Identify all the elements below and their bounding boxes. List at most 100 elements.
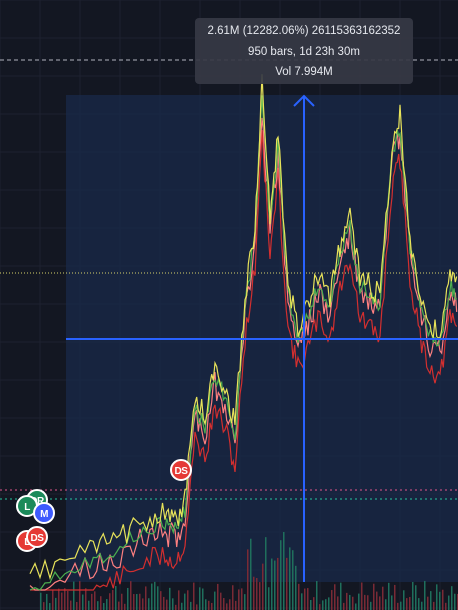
- volume-bar: [265, 537, 267, 610]
- volume-bar: [67, 590, 69, 610]
- volume-bar: [46, 593, 48, 610]
- volume-bar: [55, 597, 57, 610]
- volume-bar: [253, 576, 255, 610]
- volume-bar: [307, 588, 309, 610]
- volume-bar: [211, 602, 213, 610]
- volume-bar: [130, 581, 132, 610]
- volume-bar: [166, 599, 168, 610]
- volume-bar: [286, 557, 288, 610]
- volume-bar: [340, 582, 342, 610]
- volume-bar: [91, 593, 93, 610]
- volume-bar: [373, 583, 375, 610]
- volume-bar: [229, 599, 231, 610]
- volume-bar: [148, 598, 150, 610]
- volume-bar: [268, 587, 270, 610]
- volume-bar: [451, 586, 453, 610]
- volume-bar: [175, 604, 177, 610]
- volume-bar: [58, 588, 60, 610]
- volume-bar: [304, 588, 306, 610]
- volume-bar: [259, 582, 261, 610]
- volume-bar: [97, 601, 99, 610]
- volume-bar: [289, 547, 291, 610]
- volume-bar: [379, 596, 381, 610]
- volume-bar: [250, 538, 252, 610]
- volume-bar: [337, 596, 339, 610]
- volume-bar: [82, 594, 84, 610]
- volume-bar: [274, 560, 276, 610]
- volume-bar: [370, 601, 372, 610]
- volume-bar: [244, 594, 246, 610]
- volume-bar: [256, 578, 258, 610]
- volume-bar: [184, 593, 186, 610]
- price-series: [29, 74, 458, 591]
- volume-bar: [295, 565, 297, 610]
- volume-bar: [214, 591, 216, 610]
- volume-bar: [409, 596, 411, 610]
- volume-bar: [382, 586, 384, 610]
- volume-bar: [226, 603, 228, 610]
- volume-bar: [70, 600, 72, 610]
- volume-bar: [232, 585, 234, 610]
- volume-bar: [106, 599, 108, 610]
- volume-bar: [247, 549, 249, 610]
- volume-bar: [139, 593, 141, 610]
- volume-bar: [328, 597, 330, 610]
- volume-bar: [142, 598, 144, 610]
- volume-bar: [346, 592, 348, 610]
- volume-bar: [85, 588, 87, 610]
- volume-bar: [160, 591, 162, 610]
- volume-bar: [157, 586, 159, 610]
- volume-bar: [427, 596, 429, 610]
- volume-bar: [283, 531, 285, 610]
- volume-bar: [88, 600, 90, 610]
- volume-bar: [388, 582, 390, 610]
- volume-bar: [364, 594, 366, 610]
- volume-bar: [103, 603, 105, 610]
- volume-bar: [361, 582, 363, 610]
- volume-bar: [193, 582, 195, 610]
- volume-bar: [445, 602, 447, 610]
- volume-bar: [64, 588, 66, 610]
- volume-bar: [454, 593, 456, 610]
- volume-bar: [277, 557, 279, 610]
- volume-bar: [79, 581, 81, 610]
- volume-bar: [52, 590, 54, 610]
- volume-bar: [115, 586, 117, 610]
- volume-bar: [355, 603, 357, 610]
- volume-bar: [367, 595, 369, 610]
- volume-bar: [217, 583, 219, 610]
- volume-bar: [436, 584, 438, 610]
- tooltip-bars: 950 bars, 1d 23h 30m: [248, 45, 360, 58]
- volume-bar: [172, 598, 174, 610]
- volume-bar: [208, 600, 210, 610]
- volume-bar: [124, 603, 126, 610]
- volume-bar: [322, 600, 324, 610]
- volume-bar: [400, 601, 402, 610]
- volume-bar: [415, 585, 417, 610]
- volume-bar: [448, 595, 450, 610]
- volume-bar: [319, 604, 321, 610]
- volume-bar: [145, 586, 147, 610]
- volume-bar: [442, 589, 444, 610]
- volume-bar: [313, 597, 315, 610]
- marker-m[interactable]: M: [33, 502, 55, 524]
- volume-bar: [205, 599, 207, 610]
- volume-bar: [100, 596, 102, 610]
- volume-bar: [331, 590, 333, 610]
- volume-bar: [439, 591, 441, 610]
- volume-bar: [202, 588, 204, 610]
- marker-ds-lower[interactable]: DS: [26, 526, 48, 548]
- volume-bar: [343, 602, 345, 610]
- marker-ds[interactable]: DS: [170, 459, 192, 481]
- volume-bar: [397, 602, 399, 610]
- volume-bar: [394, 584, 396, 610]
- volume-bar: [391, 595, 393, 610]
- volume-bar: [433, 601, 435, 610]
- volume-bar: [127, 587, 129, 610]
- volume-bar: [199, 587, 201, 610]
- volume-bar: [61, 592, 63, 610]
- volume-bar: [169, 587, 171, 610]
- volume-bar: [196, 604, 198, 610]
- volume-bar: [136, 594, 138, 610]
